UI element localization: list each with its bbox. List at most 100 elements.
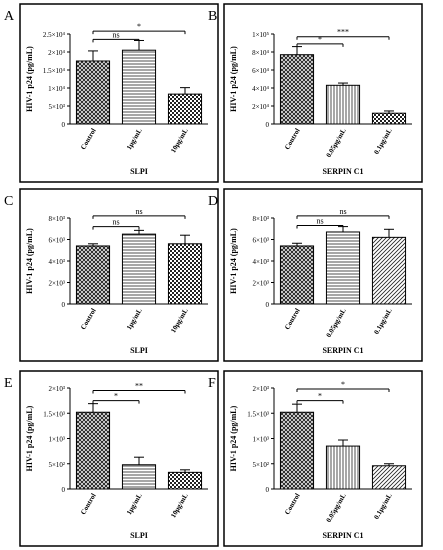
bar (168, 243, 202, 304)
y-tick-label: 1×10⁴ (48, 85, 65, 93)
significance-label: * (318, 35, 322, 44)
bar (122, 50, 156, 125)
y-tick-label: 8×10³ (48, 215, 65, 223)
bar (372, 465, 406, 489)
x-tick-label: Control (79, 492, 98, 516)
x-axis-label: SERPIN C1 (322, 346, 363, 355)
significance-label: ns (112, 30, 119, 39)
x-tick-label: Control (79, 307, 98, 331)
y-tick-label: 6×10³ (48, 237, 65, 245)
panel-label: B (208, 9, 217, 24)
y-tick-label: 2×10³ (252, 280, 269, 288)
y-tick-label: 8×10⁴ (252, 49, 269, 57)
y-tick-label: 2.5×10⁴ (43, 31, 66, 39)
bar (280, 54, 314, 125)
significance-label: * (341, 380, 345, 389)
y-tick-label: 8×10³ (252, 215, 269, 223)
y-axis-label: HIV-1 p24 (pg/mL) (229, 46, 238, 112)
bar (76, 245, 110, 304)
x-axis-label: SERPIN C1 (322, 531, 363, 540)
x-tick-label: 10μg/mL (169, 492, 190, 520)
x-tick-label: 0.05μg/mL (325, 492, 348, 524)
bar (326, 85, 360, 124)
panel-b: B 0 2×10⁴ 4×10⁴ 6×10⁴ 8×10⁴ 1×10⁵ HIV-1 p24 (pg… (208, 3, 423, 183)
panel-label: E (4, 376, 13, 391)
x-axis-label: SERPIN C1 (322, 167, 363, 176)
significance-label: ** (135, 382, 143, 391)
y-tick-label: 1.5×10³ (247, 410, 269, 418)
x-tick-label: 1μg/mL (125, 307, 144, 332)
bar (122, 464, 156, 489)
y-tick-label: 1×10³ (48, 436, 65, 444)
y-tick-label: 1×10³ (252, 436, 269, 444)
x-axis-label: SLPI (130, 346, 148, 355)
y-tick-label: 0 (266, 301, 270, 309)
x-axis-label: SLPI (130, 531, 148, 540)
y-axis-label: HIV-1 p24 (pg/mL) (25, 405, 34, 471)
y-tick-label: 2×10⁴ (252, 103, 269, 111)
significance-label: ns (112, 218, 119, 227)
x-tick-label: 0.05μg/mL (325, 127, 348, 159)
panel-c: C 0 2×10³ 4×10³ 6×10³ 8×10³ HIV-1 p24 (pg/mL) C… (4, 188, 219, 362)
significance-label: ns (316, 217, 323, 226)
y-tick-label: 4×10⁴ (252, 85, 269, 93)
y-axis-label: HIV-1 p24 (pg/mL) (229, 405, 238, 471)
y-tick-label: 2×10³ (48, 280, 65, 288)
bar (280, 412, 314, 489)
panel-label: D (208, 194, 218, 209)
significance-label: ns (339, 207, 346, 216)
significance-label: * (114, 392, 118, 401)
y-tick-label: 0 (62, 486, 66, 494)
x-tick-label: Control (283, 127, 302, 151)
bar (280, 245, 314, 304)
x-tick-label: 10μg/mL (169, 307, 190, 335)
x-tick-label: 10μg/mL (169, 127, 190, 155)
significance-label: * (318, 392, 322, 401)
y-tick-label: 5×10² (48, 461, 65, 469)
panel-a: A 0 5×10³ 1×10⁴ 1.5×10⁴ 2×10⁴ 2.5×10⁴ HIV-1 p24… (4, 3, 219, 183)
y-tick-label: 4×10³ (252, 258, 269, 266)
significance-label: ns (135, 207, 142, 216)
y-tick-label: 6×10⁴ (252, 67, 269, 75)
bar (76, 61, 110, 124)
x-axis-label: SLPI (130, 167, 148, 176)
x-tick-label: 1μg/mL (125, 492, 144, 517)
x-tick-label: 0.05μg/mL (325, 307, 348, 339)
bar (372, 237, 406, 304)
bar (326, 446, 360, 489)
x-tick-label: 0.1μg/mL (372, 307, 393, 336)
panel-label: F (208, 376, 216, 391)
panel-label: C (4, 194, 13, 209)
panel-label: A (4, 9, 15, 24)
y-axis-label: HIV-1 p24 (pg/mL) (25, 46, 34, 112)
y-tick-label: 6×10³ (252, 237, 269, 245)
panel-frame (19, 3, 219, 183)
bar (168, 94, 202, 124)
bar (168, 472, 202, 489)
x-tick-label: 0.1μg/mL (372, 492, 393, 521)
panel-frame (223, 3, 423, 183)
y-tick-label: 4×10³ (48, 258, 65, 266)
x-tick-label: Control (283, 307, 302, 331)
y-tick-label: 1.5×10⁴ (43, 67, 66, 75)
y-tick-label: 5×10² (252, 461, 269, 469)
y-tick-label: 0 (266, 121, 270, 129)
y-tick-label: 1.5×10³ (43, 410, 65, 418)
panel-frame (19, 370, 219, 547)
panel-f: F 0 5×10² 1×10³ 1.5×10³ 2×10³ HIV-1 p24 (pg/mL… (208, 370, 423, 547)
y-axis-label: HIV-1 p24 (pg/mL) (25, 228, 34, 294)
panel-frame (19, 188, 219, 362)
bar (372, 113, 406, 124)
panel-d: D 0 2×10³ 4×10³ 6×10³ 8×10³ HIV-1 p24 (pg/mL) C… (208, 188, 423, 362)
significance-label: * (137, 22, 141, 31)
y-tick-label: 1×10⁵ (252, 31, 269, 39)
y-tick-label: 2×10⁴ (48, 49, 65, 57)
x-tick-label: 0.1μg/mL (372, 127, 393, 156)
panel-frame (223, 188, 423, 362)
y-tick-label: 2×10³ (252, 385, 269, 393)
bar (326, 231, 360, 304)
y-tick-label: 5×10³ (48, 103, 65, 111)
panel-e: E 0 5×10² 1×10³ 1.5×10³ 2×10³ HIV-1 p24 (pg/mL… (4, 370, 219, 547)
significance-label: *** (337, 28, 349, 37)
